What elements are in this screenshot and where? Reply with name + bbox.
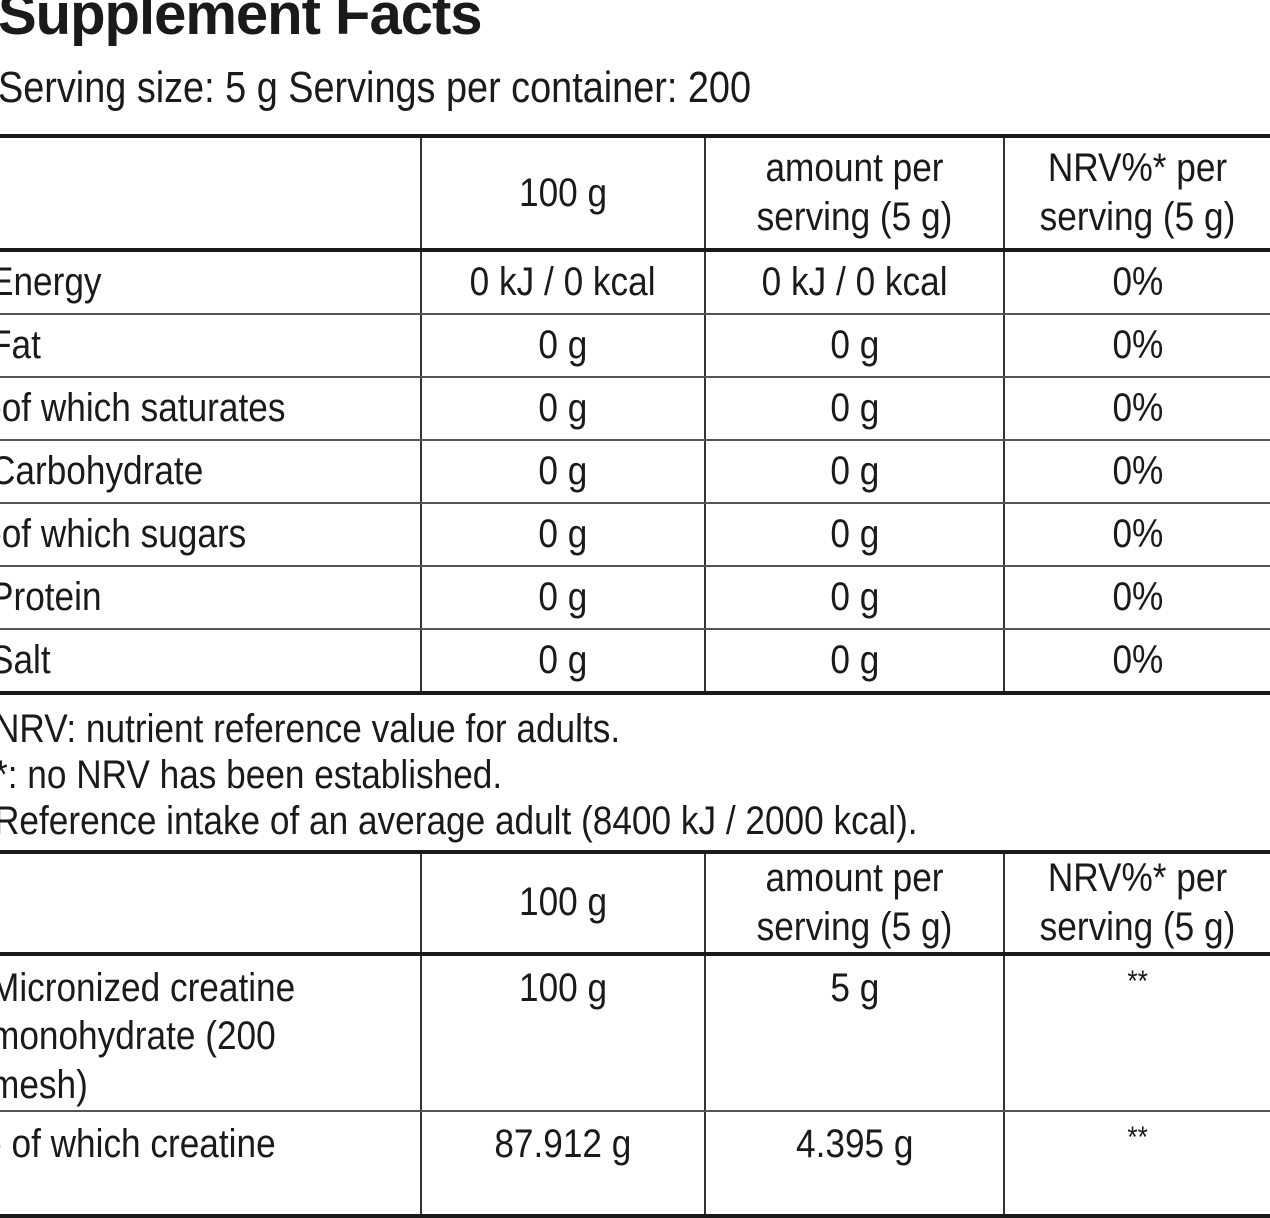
header-ingredient [0,852,421,956]
value-per-100g: 100 g [420,953,705,1112]
header-per-serving: amount per serving (5 g) [704,852,1004,956]
value-per-serving: 0 g [704,566,1004,630]
nutrient-name: Protein [0,566,421,630]
value-per-serving: 0 kJ / 0 kcal [704,250,1004,315]
value-per-serving: 0 g [704,314,1004,378]
page-title: Supplement Facts [0,0,483,47]
footnote-nrv: NRV: nutrient reference value for adults… [0,707,621,751]
value-nrv: 0% [1003,503,1270,567]
value-per-100g: 0 g [420,440,705,504]
footnote-reference-intake: Reference intake of an average adult (84… [0,799,918,843]
value-nrv: ** [1003,953,1270,1112]
value-nrv: 0% [1003,377,1270,441]
header-per-serving: amount per serving (5 g) [704,136,1004,252]
value-per-100g: 0 g [420,314,705,378]
ingredient-name: Micronized creatine monohydrate (200 mes… [0,953,421,1112]
header-per-100g: 100 g [420,852,705,956]
table-header-row: 100 g amount per serving (5 g) NRV%* per… [0,852,1270,956]
value-per-100g: 0 g [420,503,705,567]
value-nrv: 0% [1003,566,1270,630]
value-per-100g: 0 g [420,566,705,630]
value-nrv: 0% [1003,440,1270,504]
serving-info: Serving size: 5 g Servings per container… [0,63,752,112]
table-row: Fat 0 g 0 g 0% [0,314,1270,378]
nutrient-name: Salt [0,629,421,695]
nutrient-name: Energy [0,250,421,315]
nutrient-name: Carbohydrate [0,440,421,504]
value-per-100g: 0 g [420,377,705,441]
nutrient-name: -of which saturates [0,377,421,441]
header-nrv: NRV%* per serving (5 g) [1003,136,1270,252]
value-per-serving: 4.395 g [704,1110,1004,1218]
footnotes: NRV: nutrient reference value for adults… [0,706,918,844]
header-nrv: NRV%* per serving (5 g) [1003,852,1270,956]
value-nrv: 0% [1003,250,1270,315]
value-per-100g: 0 kJ / 0 kcal [420,250,705,315]
value-per-100g: 87.912 g [420,1110,705,1218]
table-row: -of which sugars 0 g 0 g 0% [0,503,1270,567]
table-header-row: 100 g amount per serving (5 g) NRV%* per… [0,136,1270,252]
nutrient-name: Fat [0,314,421,378]
table-row: Salt 0 g 0 g 0% [0,629,1270,695]
ingredient-name: - of which creatine [0,1110,421,1218]
value-nrv: 0% [1003,629,1270,695]
header-per-100g: 100 g [420,136,705,252]
table-row: Energy 0 kJ / 0 kcal 0 kJ / 0 kcal 0% [0,250,1270,315]
ingredients-table: 100 g amount per serving (5 g) NRV%* per… [0,850,1270,1218]
value-per-serving: 0 g [704,503,1004,567]
table-row: -of which saturates 0 g 0 g 0% [0,377,1270,441]
table-row: Carbohydrate 0 g 0 g 0% [0,440,1270,504]
table-row: Protein 0 g 0 g 0% [0,566,1270,630]
nutrition-table: 100 g amount per serving (5 g) NRV%* per… [0,134,1270,695]
footnote-no-nrv: *: no NRV has been established. [0,753,503,797]
value-per-serving: 0 g [704,629,1004,695]
value-per-serving: 0 g [704,377,1004,441]
value-nrv: 0% [1003,314,1270,378]
value-nrv: ** [1003,1110,1270,1218]
table-row: - of which creatine 87.912 g 4.395 g ** [0,1110,1270,1218]
table-row: Micronized creatine monohydrate (200 mes… [0,953,1270,1112]
value-per-100g: 0 g [420,629,705,695]
header-nutrient [0,136,421,252]
nutrient-name: -of which sugars [0,503,421,567]
value-per-serving: 5 g [704,953,1004,1112]
value-per-serving: 0 g [704,440,1004,504]
